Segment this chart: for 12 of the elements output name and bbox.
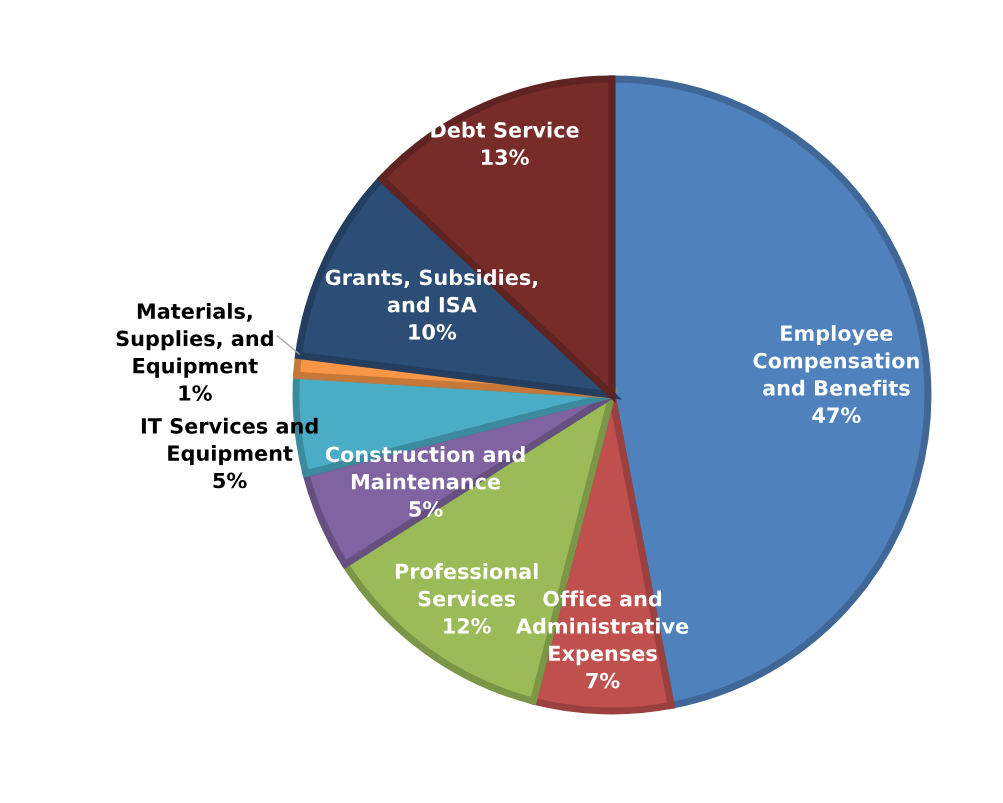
slice-label: Employee Compensation and Benefits <box>753 324 919 396</box>
slice-label: Grants, Subsidies, and ISA <box>325 269 538 313</box>
data-label: 47% <box>812 407 861 424</box>
data-label: 5% <box>409 501 443 517</box>
data-label: 1% <box>179 385 212 401</box>
data-label: 10% <box>409 324 457 340</box>
slice-label: Professional Services <box>395 563 538 607</box>
data-label: 12% <box>444 617 491 634</box>
data-label: 13% <box>481 149 529 166</box>
data-label: 5% <box>213 472 247 489</box>
data-label: 7% <box>586 672 620 689</box>
slice-label: Materials, Supplies, and Equipment <box>116 302 273 378</box>
